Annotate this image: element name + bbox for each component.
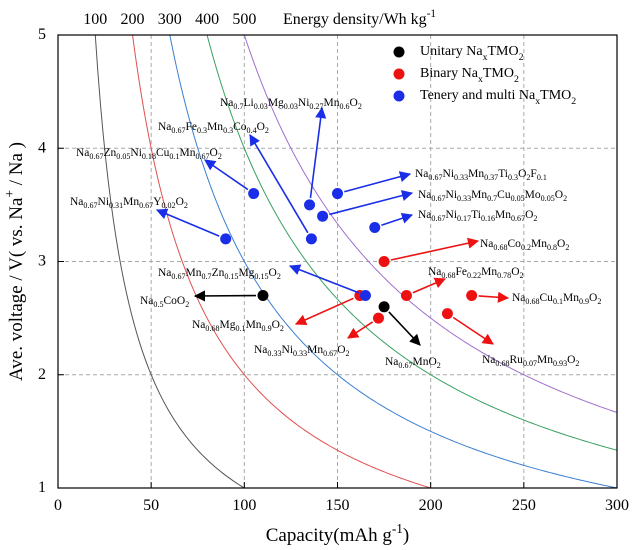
annotation-arrow	[155, 208, 220, 237]
point	[317, 210, 329, 222]
energy-label: 300	[158, 11, 182, 28]
annotation-arrow	[329, 190, 414, 216]
point-label: Na0.68Ru0.07Mn0.93O2	[482, 354, 579, 369]
y-tick-label: 2	[38, 365, 46, 382]
annotation-arrow	[309, 106, 327, 199]
legend-label: Unitary NaxTMO2	[420, 44, 524, 63]
energy-curve	[243, 35, 617, 413]
point-label: Na0.7Li0.03Mg0.03Ni0.27Mn0.6O2	[220, 97, 362, 112]
point	[378, 301, 390, 313]
point	[400, 289, 412, 301]
energy-label: 400	[195, 11, 219, 28]
x-tick-label: 300	[605, 497, 629, 514]
point	[359, 289, 371, 301]
y-tick-label: 3	[38, 252, 46, 269]
annotation-arrow	[388, 311, 421, 346]
energy-label: 200	[121, 11, 145, 28]
y-axis-title: Ave. voltage / V( vs. Na+ / Na )	[2, 142, 28, 381]
y-tick-label: 4	[38, 139, 46, 156]
point-label: Na0.67Ni0.33Mn0.7Cu0.05Mo0.05O2	[418, 189, 567, 204]
point-label: Na0.5CoO2	[140, 295, 189, 310]
annotation-arrow	[294, 297, 354, 326]
point	[378, 256, 390, 267]
point-label: Na0.67MnO2	[385, 356, 441, 371]
x-tick-label: 0	[54, 497, 62, 514]
annotation-arrow	[478, 291, 510, 303]
annotation-arrow	[390, 237, 480, 261]
x-tick-label: 50	[143, 497, 159, 514]
x-tick-label: 100	[232, 497, 256, 514]
point-label: Na0.67Zn0.05Ni0.18Cu0.1Mn0.67O2	[76, 147, 222, 162]
point-label: Na0.68Mg0.1Mn0.9O2	[192, 319, 284, 334]
y-tick-label: 1	[38, 479, 46, 496]
legend-marker	[393, 68, 405, 80]
energy-curve	[94, 35, 246, 488]
legend-label: Tenery and multi NaxTMO2	[420, 88, 576, 107]
annotation-arrow	[347, 321, 374, 339]
point	[257, 289, 269, 301]
point	[248, 188, 260, 200]
x-tick-label: 150	[326, 497, 350, 514]
energy-curve	[206, 35, 617, 451]
x-tick-label: 200	[419, 497, 443, 514]
plot-frame	[57, 34, 618, 489]
point	[369, 222, 381, 234]
legend-marker	[393, 46, 405, 58]
point	[305, 233, 317, 245]
point	[466, 289, 478, 301]
point-label: Na0.67Fe0.3Mn0.3Co0.4O2	[158, 121, 269, 136]
energy-label: 500	[232, 11, 256, 28]
energy-curve	[132, 35, 433, 488]
point	[220, 233, 232, 245]
x-axis-title: Capacity(mAh g-1)	[266, 521, 410, 547]
legend-marker	[393, 90, 405, 102]
annotation-arrow	[412, 277, 447, 294]
point-label: Na0.68Co0.2Mn0.8O2	[480, 238, 569, 253]
annotation-arrow	[288, 264, 360, 294]
legend-label: Binary NaxTMO2	[420, 66, 519, 85]
energy-label: 100	[83, 11, 107, 28]
point-label: Na0.67Ni0.17Ti0.16Mn0.67O2	[418, 209, 537, 224]
point-label: Na0.67Mn0.7Zn0.15Mg0.15O2	[158, 267, 281, 282]
point	[304, 199, 316, 211]
annotation-arrow	[344, 171, 412, 193]
point-label: Na0.33Ni0.33Mn0.67O2	[254, 344, 350, 359]
point	[372, 312, 384, 324]
point-label: Na0.67Ni0.33Mn0.37Ti0.3O2F0.1	[415, 168, 547, 183]
x-tick-label: 250	[512, 497, 536, 514]
annotation-arrow	[381, 212, 414, 227]
point-label: Na0.67Ni0.31Mn0.67Y0.02O2	[70, 196, 188, 211]
energy-title: Energy density/Wh kg-1	[283, 8, 436, 28]
annotation-arrow	[452, 316, 494, 345]
energy-curve	[169, 35, 617, 488]
point	[441, 308, 453, 320]
annotation-arrow	[204, 159, 249, 191]
annotation-arrow	[249, 134, 309, 234]
point-label: Na0.68Cu0.1Mn0.9O2	[512, 292, 601, 307]
point	[332, 188, 343, 200]
y-tick-label: 5	[38, 26, 46, 43]
point-label: Na0.68Fe0.22Mn0.78O2	[428, 266, 524, 281]
